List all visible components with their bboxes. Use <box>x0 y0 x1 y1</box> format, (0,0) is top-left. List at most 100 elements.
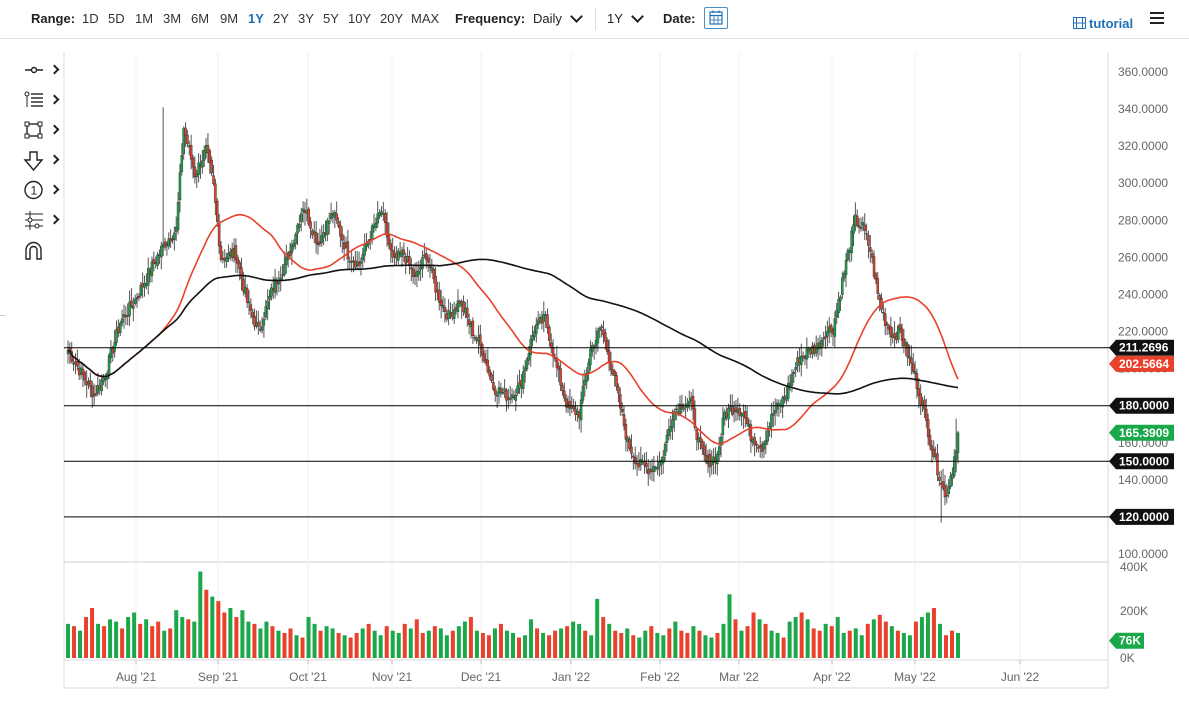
candle-up[interactable] <box>954 450 958 460</box>
plot-area[interactable] <box>64 52 1108 562</box>
candle-down[interactable] <box>867 235 870 246</box>
candle-down[interactable] <box>945 494 949 497</box>
candle-down[interactable] <box>130 300 133 307</box>
candle-down[interactable] <box>492 382 495 390</box>
candle-up[interactable] <box>667 429 671 436</box>
candle-down[interactable] <box>637 462 641 468</box>
candle-down[interactable] <box>480 344 484 356</box>
candle-down[interactable] <box>917 388 921 396</box>
range-6m-button[interactable]: 6M <box>191 11 210 26</box>
candle-down[interactable] <box>745 417 749 425</box>
candle-up[interactable] <box>665 434 669 443</box>
candle-down[interactable] <box>548 327 551 341</box>
candle-down[interactable] <box>135 297 139 300</box>
magnet-tool-icon[interactable] <box>22 240 62 262</box>
candle-up[interactable] <box>897 326 900 340</box>
candle-up[interactable] <box>277 281 281 285</box>
candle-up[interactable] <box>587 362 590 373</box>
candle-down[interactable] <box>563 390 566 399</box>
candle-down[interactable] <box>479 334 482 346</box>
candle-up[interactable] <box>397 250 400 261</box>
candle-down[interactable] <box>628 438 631 449</box>
candle-up[interactable] <box>273 278 277 293</box>
candle-up[interactable] <box>292 243 296 248</box>
candle-up[interactable] <box>822 337 825 340</box>
candle-down[interactable] <box>546 314 549 329</box>
candle-down[interactable] <box>467 319 471 325</box>
candle-down[interactable] <box>645 463 648 468</box>
candle-up[interactable] <box>285 256 288 265</box>
candle-down[interactable] <box>402 249 406 255</box>
candle-down[interactable] <box>617 386 620 394</box>
candle-down[interactable] <box>919 393 922 405</box>
candle-down[interactable] <box>186 134 189 145</box>
candle-down[interactable] <box>609 362 613 370</box>
candle-down[interactable] <box>708 453 712 468</box>
candle-down[interactable] <box>89 380 92 387</box>
candle-up[interactable] <box>835 309 838 318</box>
candle-up[interactable] <box>202 150 206 161</box>
candle-down[interactable] <box>620 409 624 412</box>
candle-down[interactable] <box>680 403 684 410</box>
range-9m-button[interactable]: 9M <box>220 11 239 26</box>
candle-down[interactable] <box>691 395 695 409</box>
candle-up[interactable] <box>846 249 850 260</box>
candle-up[interactable] <box>299 213 303 222</box>
frequency-select[interactable]: Daily <box>533 11 562 26</box>
candle-up[interactable] <box>92 394 96 396</box>
candle-down[interactable] <box>426 257 430 263</box>
candle-down[interactable] <box>869 247 872 252</box>
candle-up[interactable] <box>852 224 855 234</box>
candle-down[interactable] <box>872 256 876 277</box>
candle-down[interactable] <box>932 448 935 457</box>
candle-down[interactable] <box>906 343 909 358</box>
candle-down[interactable] <box>91 385 94 398</box>
candle-up[interactable] <box>527 353 531 361</box>
candle-down[interactable] <box>217 222 221 247</box>
candle-down[interactable] <box>236 257 240 264</box>
candle-up[interactable] <box>279 277 282 280</box>
candle-down[interactable] <box>212 175 215 184</box>
candle-down[interactable] <box>633 457 637 464</box>
range-5d-button[interactable]: 5D <box>108 11 125 26</box>
candle-down[interactable] <box>568 400 572 409</box>
candle-down[interactable] <box>604 332 607 342</box>
candle-down[interactable] <box>249 304 253 311</box>
candle-up[interactable] <box>363 244 366 256</box>
candle-down[interactable] <box>941 481 945 489</box>
candle-down[interactable] <box>675 408 678 411</box>
candle-up[interactable] <box>794 367 797 370</box>
candle-down[interactable] <box>753 437 756 445</box>
candle-down[interactable] <box>210 159 213 174</box>
candle-down[interactable] <box>466 307 469 318</box>
candle-down[interactable] <box>434 275 437 293</box>
candle-down[interactable] <box>695 429 699 440</box>
period-select[interactable]: 1Y <box>607 11 623 26</box>
candle-up[interactable] <box>596 330 600 344</box>
candle-down[interactable] <box>471 320 475 336</box>
candle-up[interactable] <box>908 356 911 359</box>
candle-up[interactable] <box>594 340 598 347</box>
candle-down[interactable] <box>699 436 702 442</box>
film-icon[interactable] <box>1073 16 1086 29</box>
candle-down[interactable] <box>876 278 880 294</box>
candle-down[interactable] <box>206 145 210 154</box>
candle-up[interactable] <box>294 234 297 244</box>
candle-down[interactable] <box>83 372 87 381</box>
candle-down[interactable] <box>257 321 260 327</box>
candle-up[interactable] <box>719 436 723 446</box>
shape-tool-icon[interactable] <box>22 120 62 142</box>
candle-up[interactable] <box>120 318 124 323</box>
candle-up[interactable] <box>956 432 960 454</box>
candle-up[interactable] <box>329 213 333 219</box>
candle-down[interactable] <box>630 446 633 454</box>
candle-down[interactable] <box>923 399 926 410</box>
candle-down[interactable] <box>885 323 889 326</box>
candle-down[interactable] <box>702 445 706 456</box>
candle-up[interactable] <box>652 466 656 473</box>
candle-up[interactable] <box>522 371 525 389</box>
candle-down[interactable] <box>829 325 833 332</box>
candle-down[interactable] <box>189 144 193 160</box>
range-1d-button[interactable]: 1D <box>82 11 99 26</box>
candle-up[interactable] <box>710 461 713 466</box>
